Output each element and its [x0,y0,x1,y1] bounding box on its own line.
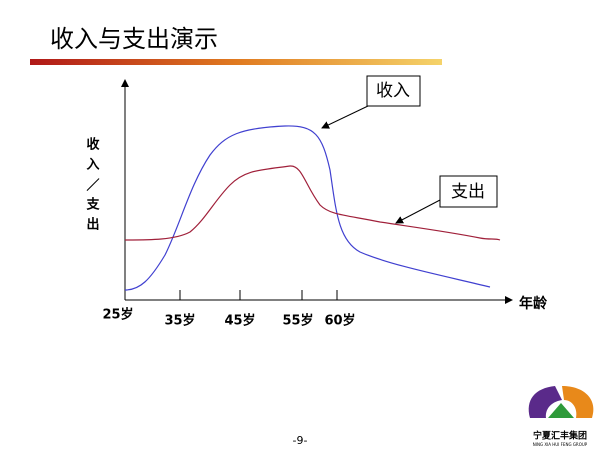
x-label: 60岁 [324,313,355,329]
x-label: 25岁 [102,307,133,323]
x-label: 45岁 [224,313,255,329]
x-label: 55岁 [282,313,313,329]
callout-text: 收入 [376,81,410,101]
page-number: -9- [293,434,308,447]
title: 收入与支出演示 [50,25,218,53]
y-label-char: 收 [86,137,100,153]
y-label-char: 入 [86,158,99,173]
income-curve [124,125,491,291]
company-name: 宁夏汇丰集团 [533,430,587,442]
callout-box [439,175,498,208]
callout-text: 支出 [451,182,485,202]
y-label-char: 出 [86,217,99,233]
callout-arrow [395,199,441,224]
y-label-char: ／ [86,178,99,194]
x-label: 35岁 [164,313,195,329]
x-ticks [179,290,338,300]
callout-arrow [321,105,369,129]
expense-curve [124,165,501,241]
callout-box [366,75,421,107]
y-label: 收 入 ／ 支 出 [85,137,100,233]
logo [528,386,594,418]
x-axis-label: 年龄 [519,295,548,312]
y-label-char: 支 [85,197,100,213]
title-underline [30,59,442,65]
company-name-en: NING XIA HUI FENG GROUP [533,442,588,447]
